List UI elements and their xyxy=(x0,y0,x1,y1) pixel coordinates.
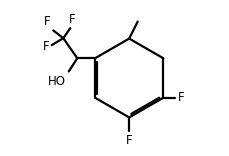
Text: F: F xyxy=(178,91,185,104)
Text: F: F xyxy=(43,40,49,53)
Text: F: F xyxy=(126,134,133,147)
Text: HO: HO xyxy=(48,75,66,88)
Text: F: F xyxy=(44,15,51,28)
Text: F: F xyxy=(68,13,75,26)
